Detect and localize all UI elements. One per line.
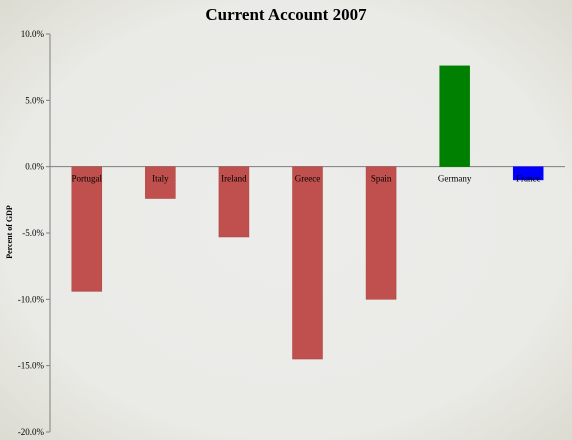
y-tick-label: -20.0% bbox=[18, 427, 45, 437]
bar-greece bbox=[292, 166, 323, 360]
bar-france bbox=[512, 166, 544, 181]
y-tick-label: -10.0% bbox=[18, 294, 45, 304]
category-label-portugal: Portugal bbox=[72, 174, 103, 184]
y-axis-label: Percent of GDP bbox=[5, 205, 14, 259]
y-tick-label: 5.0% bbox=[25, 95, 44, 105]
bar-ireland bbox=[218, 166, 250, 238]
bar-italy bbox=[145, 166, 176, 199]
category-labels: Portugal Italy Ireland Greece Spain Germany Fr… bbox=[72, 174, 541, 184]
bar-spain bbox=[365, 166, 397, 300]
y-tick-label: -15.0% bbox=[18, 361, 45, 371]
category-label-germany: Germany bbox=[438, 174, 472, 184]
bars bbox=[71, 65, 544, 360]
chart-title: Current Account 2007 bbox=[205, 5, 367, 24]
category-label-spain: Spain bbox=[371, 174, 392, 184]
category-label-ireland: Ireland bbox=[221, 174, 247, 184]
category-label-italy: Italy bbox=[152, 174, 169, 184]
category-label-france: France bbox=[516, 174, 541, 184]
y-tick-label: 0.0% bbox=[25, 162, 44, 172]
category-label-greece: Greece bbox=[295, 174, 320, 184]
bar-portugal bbox=[71, 166, 103, 292]
axes: 10.0% 5.0% 0.0% -5.0% -10.0% -15.0% -20.0% bbox=[18, 29, 565, 437]
bar-germany bbox=[439, 65, 470, 167]
y-tick-label: -5.0% bbox=[22, 228, 44, 238]
y-tick-label: 10.0% bbox=[21, 29, 45, 39]
